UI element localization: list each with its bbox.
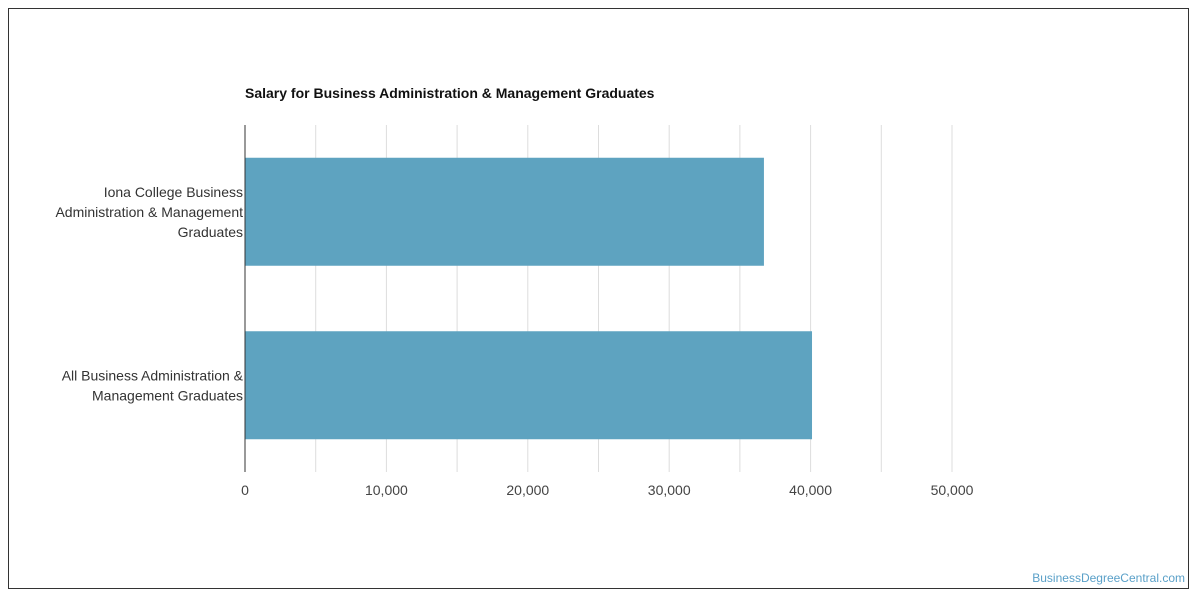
bar — [245, 157, 764, 266]
x-tick-label: 50,000 — [931, 482, 974, 498]
chart-frame — [8, 8, 1189, 589]
category-label: All Business Administration & — [62, 367, 244, 383]
x-tick-label: 20,000 — [506, 482, 549, 498]
source-credit[interactable]: BusinessDegreeCentral.com — [1032, 571, 1185, 585]
x-tick-label: 40,000 — [789, 482, 832, 498]
category-label: Iona College Business — [104, 184, 243, 200]
x-tick-label: 30,000 — [648, 482, 691, 498]
x-tick-label: 10,000 — [365, 482, 408, 498]
bar — [245, 331, 813, 440]
category-label: Graduates — [178, 224, 243, 240]
category-label: Administration & Management — [55, 204, 243, 220]
x-tick-label: 0 — [241, 482, 249, 498]
category-label: Management Graduates — [92, 387, 243, 403]
chart-title: Salary for Business Administration & Man… — [245, 85, 655, 101]
